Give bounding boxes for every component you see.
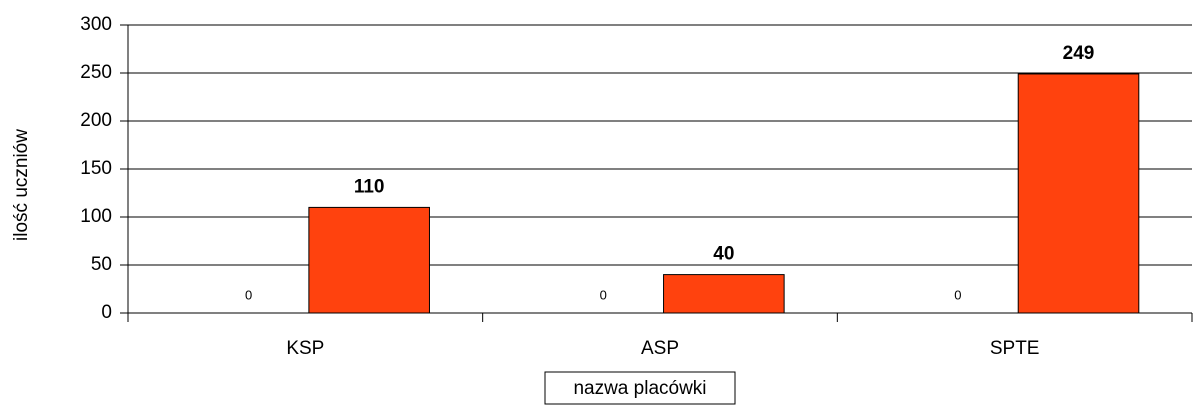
x-axis-title: nazwa placówki bbox=[573, 378, 706, 399]
bar bbox=[663, 274, 785, 314]
y-tick-label: 150 bbox=[80, 158, 112, 179]
y-tick-label: 300 bbox=[80, 14, 112, 35]
data-label: 110 bbox=[354, 176, 385, 197]
x-tick-label: ASP bbox=[641, 338, 679, 359]
data-label: 0 bbox=[600, 287, 607, 302]
y-axis-title: ilość uczniów bbox=[11, 129, 32, 241]
data-label: 0 bbox=[954, 287, 961, 302]
y-tick-label: 0 bbox=[101, 302, 112, 323]
x-tick-label: KSP bbox=[286, 338, 324, 359]
y-tick-label: 250 bbox=[80, 62, 112, 83]
data-label: 40 bbox=[713, 244, 734, 265]
y-tick-label: 100 bbox=[80, 206, 112, 227]
data-label: 0 bbox=[245, 287, 252, 302]
x-axis-title-box bbox=[544, 371, 736, 405]
bar bbox=[308, 206, 430, 314]
y-tick-label: 50 bbox=[91, 254, 112, 275]
data-label: 249 bbox=[1063, 43, 1095, 64]
x-tick-label: SPTE bbox=[990, 338, 1040, 359]
bar bbox=[1017, 73, 1140, 314]
y-tick-label: 200 bbox=[80, 110, 112, 131]
